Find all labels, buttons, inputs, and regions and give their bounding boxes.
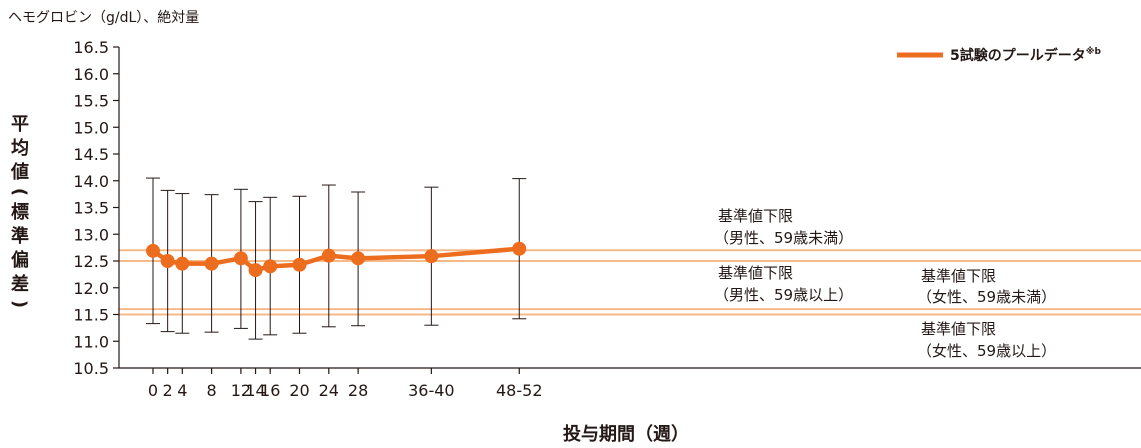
reference-label-1: 基準値下限 （男性、59歳以上） bbox=[714, 264, 853, 304]
y-tick-label: 13.5 bbox=[73, 199, 109, 218]
reference-label-line1: 基準値下限 bbox=[921, 320, 996, 338]
reference-label-line2: （男性、59歳未満） bbox=[714, 229, 853, 247]
reference-label-3: 基準値下限 （女性、59歳以上） bbox=[917, 320, 1056, 360]
y-axis-title-char: 標 bbox=[11, 201, 29, 223]
y-axis-title-char: ) bbox=[9, 300, 30, 308]
reference-label-line2: （女性、59歳以上） bbox=[917, 342, 1056, 360]
x-tick-label: 14 bbox=[245, 381, 265, 400]
y-tick-label: 13.0 bbox=[73, 225, 109, 244]
x-tick-label: 16 bbox=[260, 381, 280, 400]
legend-label: 5試験のプールデータ※b bbox=[950, 46, 1101, 64]
y-tick-label: 16.5 bbox=[73, 38, 109, 57]
data-point bbox=[146, 243, 160, 258]
x-axis-title: 投与期間（週） bbox=[563, 423, 689, 445]
y-axis-title-char: ( bbox=[9, 188, 30, 196]
x-tick-label: 2 bbox=[163, 381, 173, 400]
y-axis-title-char: 値 bbox=[10, 161, 29, 183]
y-axis-title-char: 平 bbox=[11, 114, 29, 135]
x-tick-label: 12 bbox=[231, 381, 251, 400]
reference-label-line2: （女性、59歳未満） bbox=[917, 288, 1056, 306]
reference-label-line1: 基準値下限 bbox=[718, 264, 793, 282]
y-axis-title-char: 均 bbox=[11, 137, 29, 159]
reference-label-line1: 基準値下限 bbox=[718, 207, 793, 225]
data-point bbox=[512, 241, 527, 256]
x-tick-label: 36-40 bbox=[408, 381, 455, 400]
reference-lines bbox=[119, 249, 1141, 316]
axes: 10.5 11.0 11.5 12.0 12.5 13.0 13.5 14.0 14.5 15.0… bbox=[73, 38, 1141, 400]
y-tick-label: 14.5 bbox=[73, 145, 109, 164]
y-axis-title-char: 差 bbox=[11, 273, 29, 295]
y-tick-label: 10.5 bbox=[73, 359, 109, 378]
data-point bbox=[160, 254, 175, 268]
x-tick-label: 28 bbox=[348, 381, 368, 400]
y-tick-label: 11.0 bbox=[73, 332, 109, 351]
data-point bbox=[263, 259, 278, 274]
y-axis-title-char: 準 bbox=[11, 225, 29, 247]
data-point bbox=[175, 256, 190, 271]
x-tick-label: 48-52 bbox=[496, 381, 543, 400]
y-tick-label: 12.0 bbox=[73, 279, 109, 298]
series-line bbox=[146, 241, 527, 278]
reference-label-line2: （男性、59歳以上） bbox=[714, 286, 853, 304]
data-point bbox=[233, 251, 248, 266]
data-point bbox=[351, 251, 366, 266]
reference-label-0: 基準値下限 （男性、59歳未満） bbox=[714, 207, 853, 247]
x-tick-label: 8 bbox=[207, 381, 217, 400]
y-tick-label: 15.0 bbox=[73, 118, 109, 137]
data-point bbox=[204, 256, 219, 271]
y-axis-title-char: 偏 bbox=[11, 249, 29, 271]
y-tick-label: 16.0 bbox=[73, 65, 109, 84]
data-point bbox=[321, 248, 336, 263]
reference-labels: 基準値下限 （男性、59歳未満） 基準値下限 （男性、59歳以上） 基準値下限 （女性、5… bbox=[714, 207, 1056, 360]
data-point bbox=[292, 257, 307, 272]
x-tick-label: 4 bbox=[177, 381, 187, 400]
x-tick-label: 0 bbox=[148, 381, 158, 400]
x-tick-label: 20 bbox=[289, 381, 309, 400]
y-tick-label: 12.5 bbox=[73, 252, 109, 271]
reference-label-2: 基準値下限 （女性、59歳未満） bbox=[917, 267, 1056, 306]
data-point bbox=[248, 263, 263, 278]
x-tick-label: 24 bbox=[319, 381, 339, 400]
y-tick-label: 15.5 bbox=[73, 92, 109, 111]
y-tick-label: 11.5 bbox=[73, 306, 109, 325]
y-tick-label: 14.0 bbox=[73, 172, 109, 191]
y-unit-label: ヘモグロビン（g/dL）、絶対量 bbox=[8, 10, 199, 26]
legend-footnote-mark: ※b bbox=[1086, 46, 1102, 57]
data-point bbox=[424, 249, 439, 264]
reference-label-line1: 基準値下限 bbox=[921, 267, 996, 285]
legend: 5試験のプールデータ※b bbox=[897, 46, 1101, 64]
